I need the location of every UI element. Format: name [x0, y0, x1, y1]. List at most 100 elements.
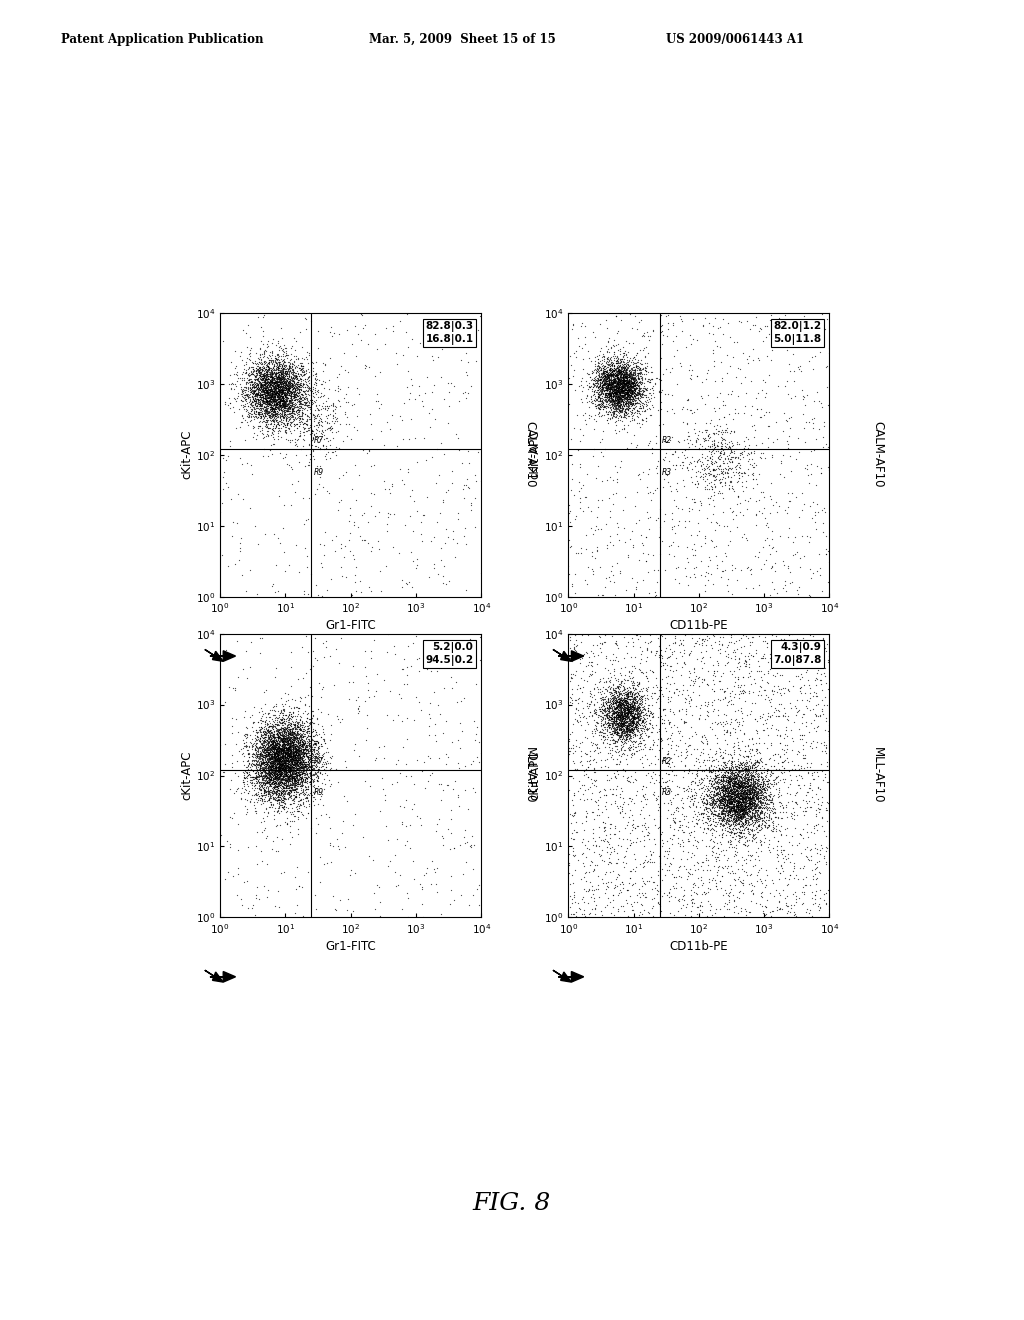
Point [707, 725, 723, 746]
Point [734, 796, 751, 817]
Point [721, 457, 737, 478]
Point [261, 375, 278, 396]
Point [270, 756, 287, 777]
Point [633, 397, 649, 418]
Point [256, 733, 272, 754]
Point [292, 766, 308, 787]
Point [706, 820, 722, 841]
Point [699, 777, 716, 799]
Point [251, 389, 267, 411]
Point [738, 779, 755, 800]
Point [777, 845, 794, 866]
Point [589, 855, 605, 876]
Point [274, 359, 291, 380]
Point [595, 392, 611, 413]
Point [760, 810, 776, 832]
Point [281, 730, 297, 751]
Point [713, 442, 729, 463]
Point [720, 789, 736, 810]
Point [601, 709, 617, 730]
Point [272, 756, 289, 777]
Point [744, 777, 761, 799]
Point [598, 693, 614, 714]
Point [714, 801, 730, 822]
Point [281, 376, 297, 397]
Point [707, 804, 723, 825]
Point [685, 874, 701, 895]
Point [694, 314, 711, 335]
Point [278, 363, 294, 384]
Point [720, 751, 736, 772]
Point [775, 697, 792, 718]
Point [719, 766, 735, 787]
Point [621, 711, 637, 733]
Point [281, 384, 297, 405]
Point [264, 750, 281, 771]
Point [728, 759, 744, 780]
Point [275, 739, 292, 760]
Point [577, 569, 593, 590]
Point [260, 713, 276, 734]
Point [274, 754, 291, 775]
Point [285, 701, 301, 722]
Point [258, 747, 274, 768]
Point [738, 653, 755, 675]
Point [608, 768, 625, 789]
Point [729, 783, 745, 804]
Point [697, 759, 714, 780]
Point [263, 748, 280, 770]
Point [256, 375, 272, 396]
Point [297, 755, 313, 776]
Point [749, 474, 765, 495]
Point [304, 771, 321, 792]
Point [284, 758, 300, 779]
Point [622, 704, 638, 725]
Point [253, 401, 269, 422]
Point [776, 682, 793, 704]
Point [741, 759, 758, 780]
Point [631, 381, 647, 403]
Point [611, 384, 628, 405]
Point [270, 371, 287, 392]
Point [624, 384, 640, 405]
Point [268, 780, 285, 801]
Point [569, 850, 586, 871]
Point [615, 680, 632, 701]
Point [270, 759, 287, 780]
Point [271, 751, 288, 772]
Point [247, 762, 263, 783]
Point [259, 758, 275, 779]
Text: R3: R3 [663, 467, 673, 477]
Point [258, 368, 274, 389]
Point [347, 581, 364, 602]
Point [727, 787, 743, 808]
Point [284, 751, 300, 772]
Point [610, 689, 627, 710]
Point [294, 743, 310, 764]
Point [719, 345, 735, 366]
Point [304, 784, 321, 805]
Point [258, 363, 274, 384]
Point [624, 568, 640, 589]
Point [701, 627, 718, 648]
Point [806, 762, 822, 783]
Point [611, 696, 628, 717]
Point [606, 363, 623, 384]
Point [270, 737, 287, 758]
Point [721, 833, 737, 854]
Point [618, 383, 635, 404]
Point [737, 812, 754, 833]
Point [743, 829, 760, 850]
Point [266, 746, 283, 767]
Point [762, 787, 778, 808]
Point [731, 795, 748, 816]
Point [242, 770, 258, 791]
Point [714, 433, 730, 454]
Point [431, 774, 447, 795]
Point [711, 436, 727, 457]
Point [288, 727, 304, 748]
Point [295, 771, 311, 792]
Point [260, 379, 276, 400]
Point [623, 701, 639, 722]
Point [629, 686, 645, 708]
